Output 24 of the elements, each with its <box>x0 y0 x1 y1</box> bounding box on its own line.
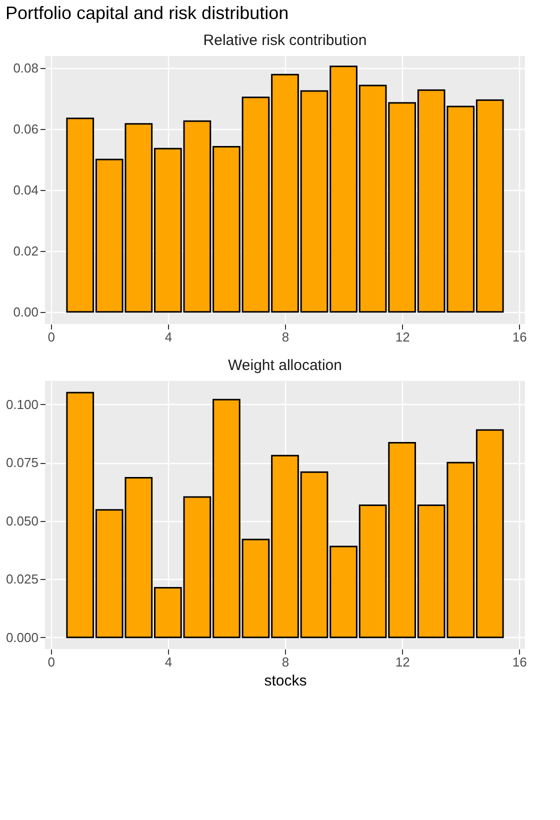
x-tick-label: 12 <box>395 330 410 344</box>
x-tick-label: 16 <box>512 654 527 670</box>
x-tick-label: 0 <box>48 330 55 344</box>
x-tick-label: 16 <box>512 330 527 344</box>
x-tick-label: 4 <box>164 330 172 344</box>
x-tick-label: 8 <box>282 330 290 344</box>
y-tick-label: 0.06 <box>13 122 38 137</box>
x-tick-label: 8 <box>282 654 290 670</box>
y-tick-label: 0.000 <box>6 630 38 645</box>
y-tick-label: 0.08 <box>13 60 38 76</box>
y-tick-label: 0.00 <box>13 304 38 320</box>
x-tick-label: 12 <box>395 654 410 670</box>
y-tick-label: 0.04 <box>13 182 38 198</box>
y-tick-label: 0.075 <box>6 455 38 470</box>
x-tick-label: 4 <box>164 654 172 670</box>
x-tick-label: 0 <box>48 654 55 670</box>
y-tick-label: 0.025 <box>6 572 38 587</box>
y-tick-label: 0.100 <box>6 396 38 412</box>
x-axis-title: stocks <box>264 672 307 690</box>
chart-subtitle: Weight allocation <box>228 357 342 374</box>
chart-title: Portfolio capital and risk distribution <box>5 3 289 23</box>
y-tick-label: 0.050 <box>6 513 38 528</box>
y-tick-label: 0.02 <box>13 243 38 258</box>
chart-subtitle: Relative risk contribution <box>203 32 367 49</box>
